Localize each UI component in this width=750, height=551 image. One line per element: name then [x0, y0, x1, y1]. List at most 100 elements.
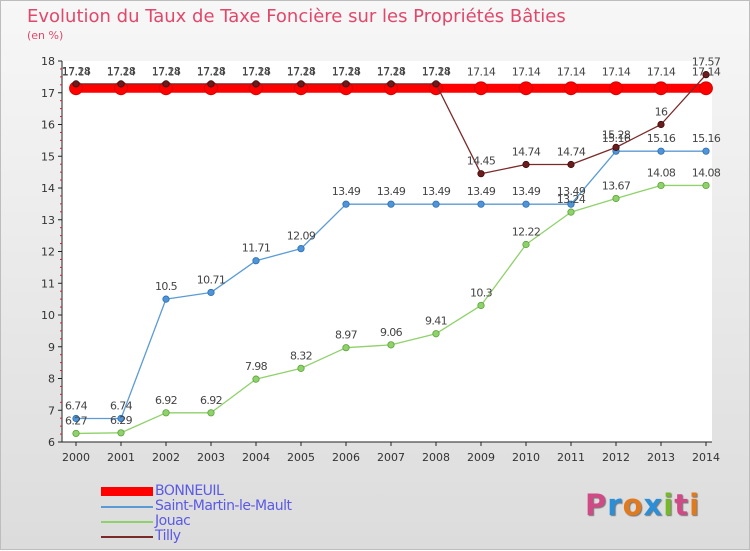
data-label: 15.16 — [647, 132, 676, 145]
logo-letter: P — [585, 488, 608, 522]
x-tick-label: 2013 — [647, 451, 675, 464]
data-label: 17.28 — [197, 65, 226, 78]
data-label: 15.28 — [602, 128, 631, 141]
data-label: 6.92 — [200, 394, 222, 407]
series-jouac: 6.27 6.29 6.92 6.92 7.98 8.32 8.97 9.06 9.41 10.3… — [65, 166, 721, 438]
data-label: 11.71 — [242, 242, 271, 255]
data-label: 10.5 — [155, 280, 178, 293]
data-point — [477, 200, 485, 208]
data-label: 17.14 — [557, 65, 586, 78]
data-point — [567, 200, 575, 208]
data-label: 17.14 — [197, 65, 226, 78]
logo-letter: r — [607, 488, 623, 522]
data-point — [297, 364, 305, 372]
y-tick-label: 17 — [41, 87, 55, 100]
data-label: 17.28 — [422, 65, 451, 78]
logo-letter: o — [622, 488, 644, 522]
data-point — [477, 170, 485, 178]
legend-swatch — [101, 487, 153, 496]
legend-label: Saint-Martin-le-Mault — [155, 498, 292, 514]
data-label: 15.16 — [602, 132, 631, 145]
data-point — [162, 80, 170, 88]
data-point — [207, 409, 215, 417]
data-point — [117, 80, 125, 88]
data-label: 15.16 — [692, 132, 721, 145]
data-label: 17.28 — [107, 65, 136, 78]
data-point — [252, 80, 260, 88]
data-point — [522, 240, 530, 249]
legend-swatch — [101, 536, 153, 538]
data-label: 13.49 — [467, 185, 496, 198]
data-label: 12.22 — [512, 226, 541, 239]
data-label: 17.14 — [287, 65, 316, 78]
chart-title: Evolution du Taux de Taxe Foncière sur l… — [27, 6, 566, 27]
data-label: 8.97 — [335, 329, 358, 342]
data-point — [567, 208, 575, 216]
data-point — [432, 200, 440, 208]
y-tick-label: 6 — [48, 436, 55, 449]
data-point — [522, 200, 530, 208]
unit-label: (en %) — [27, 29, 64, 42]
data-label: 10.71 — [197, 273, 226, 286]
data-point — [72, 414, 80, 423]
data-point — [207, 288, 215, 297]
data-label: 14.08 — [647, 166, 676, 179]
data-label: 9.06 — [380, 326, 403, 339]
data-point — [432, 80, 440, 88]
data-point — [612, 194, 620, 203]
y-tick-label: 14 — [41, 182, 55, 195]
data-label: 17.14 — [602, 65, 631, 78]
data-label: 17.28 — [377, 65, 406, 78]
data-label: 13.49 — [422, 185, 451, 198]
data-label: 17.14 — [422, 65, 451, 78]
data-point — [567, 160, 575, 169]
series-bonneuil: 17.14 17.14 17.14 17.14 17.14 17.14 17.14 17.14… — [62, 65, 721, 96]
data-point — [657, 120, 665, 129]
data-label: 6.92 — [155, 394, 177, 407]
data-label: 17.14 — [377, 65, 406, 78]
data-point — [702, 71, 710, 79]
logo-letter: x — [643, 488, 664, 522]
legend-label: Jouac — [155, 513, 191, 529]
data-point — [252, 375, 260, 383]
data-point — [474, 81, 488, 96]
legend-swatch — [101, 521, 153, 523]
x-tick-label: 2001 — [107, 451, 135, 464]
data-label: 13.49 — [557, 185, 586, 198]
data-label: 14.74 — [512, 146, 541, 159]
data-point — [612, 143, 620, 151]
data-label: 17.28 — [62, 65, 91, 78]
data-label: 16 — [655, 106, 668, 119]
data-label: 12.09 — [287, 230, 316, 243]
data-label: 10.3 — [470, 286, 493, 299]
data-label: 17.14 — [152, 65, 181, 78]
x-tick-label: 2005 — [287, 451, 315, 464]
data-point — [117, 429, 125, 437]
data-point — [564, 81, 578, 96]
data-label: 17.28 — [242, 65, 271, 78]
data-label: 6.74 — [65, 400, 88, 413]
data-label: 14.45 — [467, 155, 496, 168]
data-point — [657, 181, 665, 190]
y-tick-label: 10 — [41, 309, 55, 322]
legend-swatch — [101, 506, 153, 508]
data-point — [342, 200, 350, 208]
series-tilly: 17.28 17.28 17.28 17.28 17.28 17.28 17.28 17.28… — [62, 56, 721, 178]
x-tick-label: 2008 — [422, 451, 450, 464]
x-tick-label: 2014 — [692, 451, 720, 464]
data-label: 7.98 — [245, 360, 268, 373]
data-point — [522, 160, 530, 169]
data-point — [699, 81, 713, 96]
data-point — [342, 80, 350, 88]
data-point — [477, 301, 485, 310]
data-label: 17.28 — [287, 65, 316, 78]
y-tick-label: 8 — [48, 373, 55, 386]
data-point — [657, 147, 665, 155]
data-point — [162, 295, 170, 303]
data-label: 17.14 — [647, 65, 676, 78]
logo-letter: i — [689, 488, 701, 522]
x-tick-label: 2007 — [377, 451, 405, 464]
data-label: 17.57 — [692, 56, 721, 69]
data-point — [117, 414, 125, 423]
